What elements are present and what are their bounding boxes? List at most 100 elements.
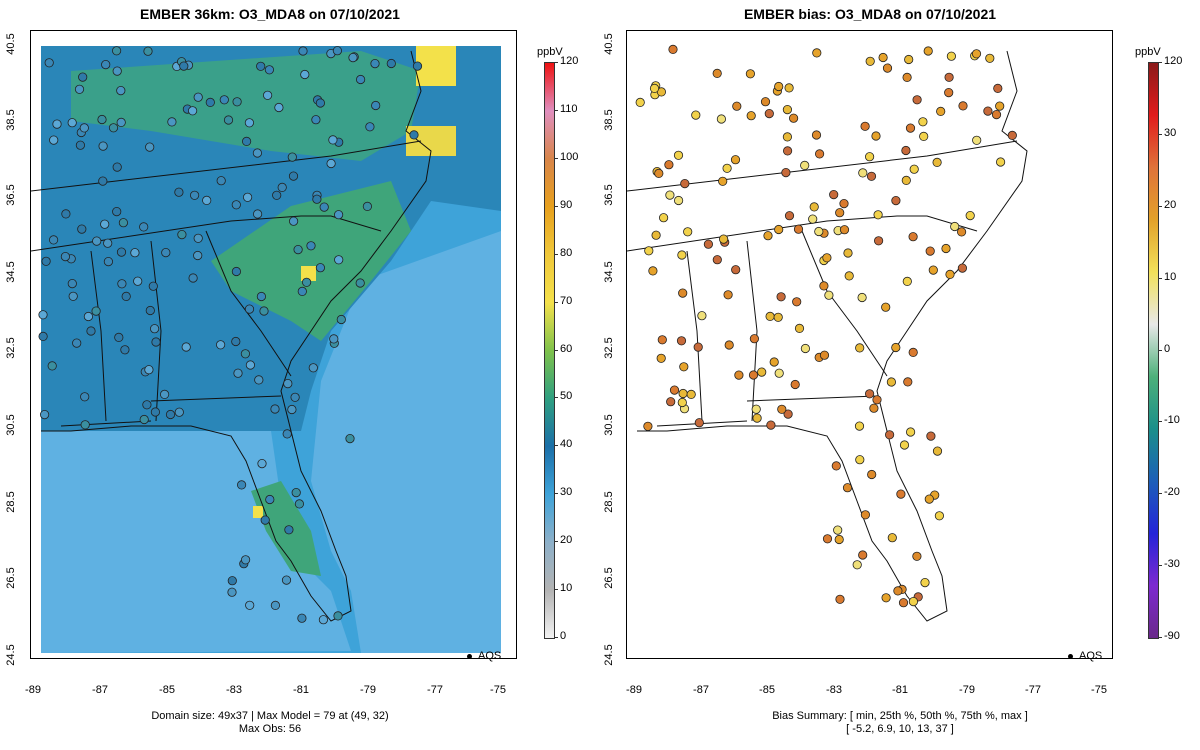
station-marker (722, 163, 732, 173)
x-tick: -79 (360, 684, 376, 696)
station-marker (649, 83, 660, 94)
bias-panel: EMBER bias: O3_MDA8 on 07/10/2021 AQS -8… (600, 0, 1200, 750)
station-marker (734, 370, 744, 380)
station-marker (686, 389, 696, 399)
coastline (637, 50, 1028, 622)
y-tick: 34.5 (5, 261, 17, 283)
station-marker (121, 291, 131, 301)
station-marker (329, 334, 339, 344)
station-marker (233, 368, 243, 378)
station-marker (893, 586, 903, 596)
station-marker (319, 202, 329, 212)
station-marker (145, 305, 155, 316)
station-marker (386, 58, 396, 69)
station-marker (306, 241, 316, 251)
station-marker (819, 281, 829, 291)
x-tick: -75 (490, 684, 506, 696)
station-marker (905, 123, 916, 133)
station-marker (345, 433, 355, 444)
station-marker (332, 46, 342, 56)
colorbar-tickmark (554, 445, 558, 447)
station-marker (833, 525, 843, 535)
station-marker (60, 252, 71, 262)
colorbar-tick-label: 60 (560, 342, 573, 355)
station-marker (712, 68, 722, 79)
station-marker (909, 164, 919, 174)
station-marker (219, 95, 229, 105)
max-obs: Max Obs: 56 (238, 723, 302, 735)
model-concentration-field (31, 46, 501, 653)
x-tick: -83 (826, 684, 842, 696)
station-marker (290, 392, 300, 402)
station-marker (716, 114, 727, 124)
station-marker (776, 292, 786, 302)
y-tick: 30.5 (5, 414, 17, 436)
station-marker (260, 515, 270, 525)
station-marker (901, 145, 911, 156)
station-marker (101, 59, 111, 70)
station-marker (245, 600, 255, 610)
station-marker (683, 227, 693, 237)
station-marker (784, 211, 795, 221)
station-marker (282, 429, 292, 439)
station-marker (112, 66, 122, 76)
station-marker (216, 176, 226, 186)
station-marker (774, 368, 784, 378)
station-marker (144, 365, 154, 375)
coastline (41, 50, 432, 622)
station-marker (297, 613, 307, 623)
station-marker (100, 219, 110, 229)
station-marker (298, 46, 308, 56)
colorbar-tick-label: -20 (1164, 486, 1180, 499)
station-marker (857, 292, 867, 303)
station-marker (677, 397, 687, 408)
station-marker (117, 279, 127, 289)
station-marker (365, 122, 375, 132)
y-tick: 32.5 (603, 337, 615, 359)
colorbar-unit: ppbV (1135, 46, 1161, 58)
colorbar-tick-label: 70 (560, 294, 573, 307)
station-marker (232, 97, 242, 107)
colorbar-tick-label: 120 (1164, 55, 1183, 67)
station-marker (676, 336, 687, 346)
station-marker (318, 615, 328, 625)
station-marker (781, 168, 791, 178)
station-marker (80, 420, 90, 430)
station-marker (148, 281, 158, 291)
colorbar-tick-label: 50 (560, 390, 573, 403)
station-marker (878, 52, 888, 63)
station-marker (150, 407, 161, 417)
station-marker (757, 367, 767, 377)
station-marker (794, 323, 805, 333)
station-marker (61, 209, 71, 219)
station-marker (83, 311, 94, 322)
station-marker (694, 418, 704, 428)
station-marker (665, 190, 675, 200)
station-marker (112, 207, 122, 217)
station-marker (227, 587, 237, 597)
station-marker (902, 72, 912, 83)
station-marker (829, 190, 839, 200)
station-marker (256, 61, 266, 71)
station-marker (333, 210, 344, 220)
station-marker (808, 214, 818, 224)
station-marker (751, 404, 761, 414)
model-panel: EMBER 36km: O3_MDA8 on 07/10/2021 (5, 6, 578, 735)
station-marker (274, 102, 284, 113)
station-marker (731, 265, 741, 275)
station-marker (919, 131, 929, 142)
station-marker (253, 209, 263, 219)
station-marker (995, 157, 1006, 167)
station-marker (656, 353, 666, 363)
station-marker (679, 362, 689, 372)
station-marker (925, 246, 935, 256)
colorbar-tickmark (554, 397, 558, 399)
colorbar-tickmark (554, 205, 558, 207)
station-marker (867, 469, 877, 480)
station-marker (243, 192, 253, 202)
y-tick: 40.5 (5, 33, 17, 55)
station-marker (139, 222, 149, 232)
station-marker (355, 74, 366, 85)
station-marker (277, 182, 287, 192)
y-tick: 32.5 (5, 337, 17, 359)
